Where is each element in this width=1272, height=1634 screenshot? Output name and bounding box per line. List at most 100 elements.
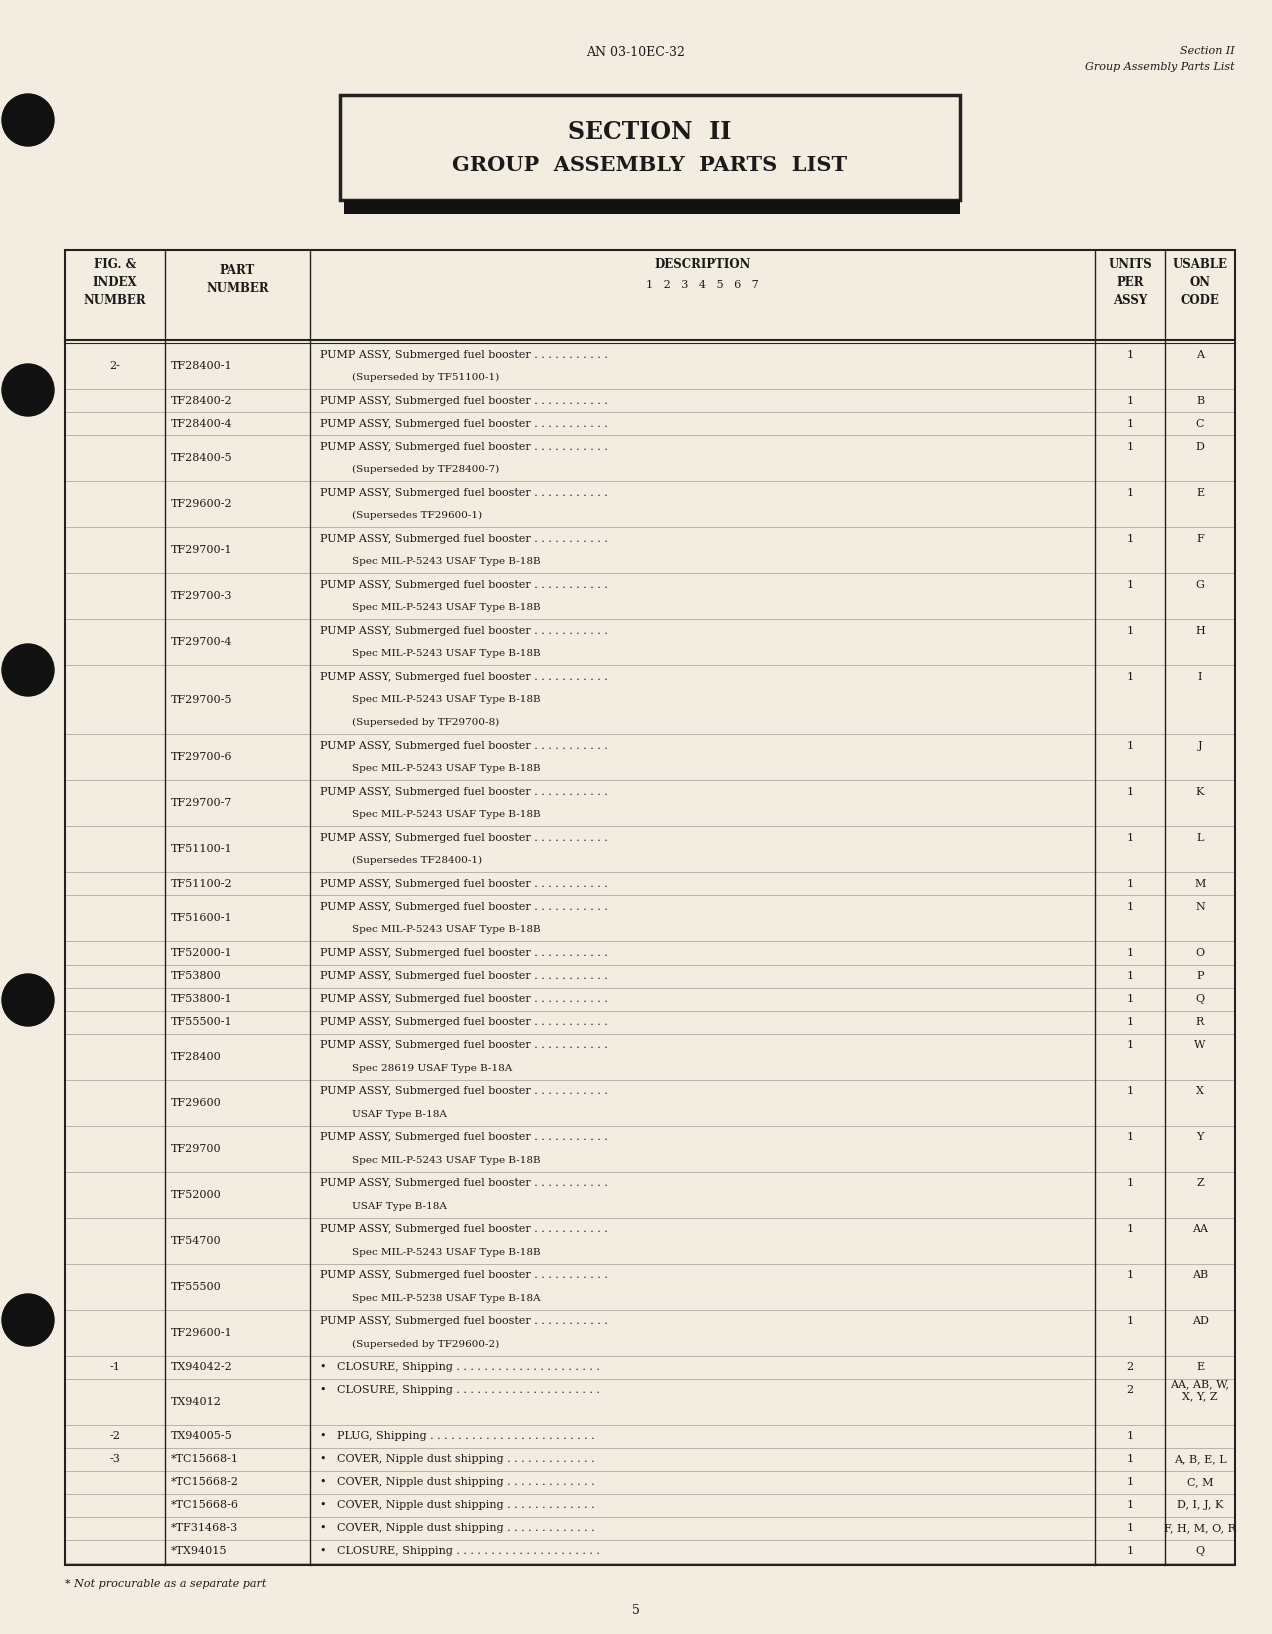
Text: 1: 1 [1127, 441, 1133, 451]
Text: Section II: Section II [1180, 46, 1235, 56]
Text: J: J [1198, 740, 1202, 752]
Text: PART
NUMBER: PART NUMBER [206, 265, 268, 296]
Text: G: G [1196, 580, 1205, 590]
Text: *TC15668-2: *TC15668-2 [170, 1477, 239, 1487]
Text: 1: 1 [1127, 1546, 1133, 1557]
Text: •   COVER, Nipple dust shipping . . . . . . . . . . . . .: • COVER, Nipple dust shipping . . . . . … [321, 1500, 594, 1510]
Text: W: W [1194, 1041, 1206, 1051]
Text: SECTION  II: SECTION II [569, 119, 731, 144]
Text: PUMP ASSY, Submerged fuel booster . . . . . . . . . . .: PUMP ASSY, Submerged fuel booster . . . … [321, 740, 608, 752]
Text: TF29700-5: TF29700-5 [170, 694, 233, 704]
Text: PUMP ASSY, Submerged fuel booster . . . . . . . . . . .: PUMP ASSY, Submerged fuel booster . . . … [321, 879, 608, 889]
Text: 1: 1 [1127, 580, 1133, 590]
Text: Spec MIL-P-5243 USAF Type B-18B: Spec MIL-P-5243 USAF Type B-18B [352, 765, 541, 773]
Text: Z: Z [1196, 1178, 1203, 1188]
Text: PUMP ASSY, Submerged fuel booster . . . . . . . . . . .: PUMP ASSY, Submerged fuel booster . . . … [321, 1224, 608, 1234]
Text: PUMP ASSY, Submerged fuel booster . . . . . . . . . . .: PUMP ASSY, Submerged fuel booster . . . … [321, 350, 608, 359]
Text: 1: 1 [1127, 395, 1133, 405]
Text: PUMP ASSY, Submerged fuel booster . . . . . . . . . . .: PUMP ASSY, Submerged fuel booster . . . … [321, 672, 608, 681]
Text: Spec MIL-P-5243 USAF Type B-18B: Spec MIL-P-5243 USAF Type B-18B [352, 1155, 541, 1165]
Text: TF29600: TF29600 [170, 1098, 221, 1108]
Text: K: K [1196, 788, 1205, 797]
Text: AB: AB [1192, 1270, 1208, 1281]
Text: TF29700-6: TF29700-6 [170, 752, 233, 763]
Text: PUMP ASSY, Submerged fuel booster . . . . . . . . . . .: PUMP ASSY, Submerged fuel booster . . . … [321, 395, 608, 405]
Text: Spec MIL-P-5238 USAF Type B-18A: Spec MIL-P-5238 USAF Type B-18A [352, 1294, 541, 1302]
Text: A: A [1196, 350, 1205, 359]
Text: Spec 28619 USAF Type B-18A: Spec 28619 USAF Type B-18A [352, 1064, 513, 1072]
Text: TF29700-7: TF29700-7 [170, 799, 233, 809]
Text: PUMP ASSY, Submerged fuel booster . . . . . . . . . . .: PUMP ASSY, Submerged fuel booster . . . … [321, 788, 608, 797]
Text: DESCRIPTION: DESCRIPTION [654, 258, 750, 271]
Text: PUMP ASSY, Submerged fuel booster . . . . . . . . . . .: PUMP ASSY, Submerged fuel booster . . . … [321, 580, 608, 590]
Text: F: F [1196, 534, 1203, 544]
Text: Q: Q [1196, 1546, 1205, 1557]
Text: 1: 1 [1127, 1270, 1133, 1281]
Text: TF53800-1: TF53800-1 [170, 993, 233, 1003]
Bar [65, 250, 1235, 1565]
Text: GROUP  ASSEMBLY  PARTS  LIST: GROUP ASSEMBLY PARTS LIST [453, 155, 847, 175]
Text: N: N [1196, 902, 1205, 912]
Text: 1: 1 [1127, 833, 1133, 843]
Text: •   COVER, Nipple dust shipping . . . . . . . . . . . . .: • COVER, Nipple dust shipping . . . . . … [321, 1523, 594, 1533]
Text: TF53800: TF53800 [170, 971, 221, 980]
Text: 1: 1 [1127, 788, 1133, 797]
Text: D: D [1196, 441, 1205, 451]
Text: E: E [1196, 487, 1205, 498]
Text: 1: 1 [1127, 534, 1133, 544]
Text: Spec MIL-P-5243 USAF Type B-18B: Spec MIL-P-5243 USAF Type B-18B [352, 925, 541, 935]
Text: C, M: C, M [1187, 1477, 1213, 1487]
Text: P: P [1196, 971, 1203, 980]
Text: PUMP ASSY, Submerged fuel booster . . . . . . . . . . .: PUMP ASSY, Submerged fuel booster . . . … [321, 902, 608, 912]
Text: Spec MIL-P-5243 USAF Type B-18B: Spec MIL-P-5243 USAF Type B-18B [352, 649, 541, 659]
Text: 1: 1 [1127, 1523, 1133, 1533]
Text: D, I, J, K: D, I, J, K [1177, 1500, 1224, 1510]
Text: TF29700-1: TF29700-1 [170, 546, 233, 556]
Text: -3: -3 [109, 1454, 121, 1464]
Text: TX94042-2: TX94042-2 [170, 1363, 233, 1373]
Text: TF28400: TF28400 [170, 1052, 221, 1062]
Text: PUMP ASSY, Submerged fuel booster . . . . . . . . . . .: PUMP ASSY, Submerged fuel booster . . . … [321, 1178, 608, 1188]
Text: 1: 1 [1127, 1132, 1133, 1142]
Text: •   COVER, Nipple dust shipping . . . . . . . . . . . . .: • COVER, Nipple dust shipping . . . . . … [321, 1454, 594, 1464]
Text: AA: AA [1192, 1224, 1208, 1234]
Text: Spec MIL-P-5243 USAF Type B-18B: Spec MIL-P-5243 USAF Type B-18B [352, 696, 541, 704]
Bar [340, 95, 960, 199]
Text: (Superseded by TF29600-2): (Superseded by TF29600-2) [352, 1340, 499, 1350]
Text: 1: 1 [1127, 1454, 1133, 1464]
Text: TF54700: TF54700 [170, 1235, 221, 1245]
Text: A, B, E, L: A, B, E, L [1174, 1454, 1226, 1464]
Text: 1: 1 [1127, 993, 1133, 1003]
Text: TF28400-4: TF28400-4 [170, 418, 233, 428]
Text: 1: 1 [1127, 350, 1133, 359]
Text: PUMP ASSY, Submerged fuel booster . . . . . . . . . . .: PUMP ASSY, Submerged fuel booster . . . … [321, 1270, 608, 1281]
Text: AA, AB, W,
X, Y, Z: AA, AB, W, X, Y, Z [1170, 1379, 1230, 1402]
Text: USAF Type B-18A: USAF Type B-18A [352, 1109, 446, 1119]
Text: Spec MIL-P-5243 USAF Type B-18B: Spec MIL-P-5243 USAF Type B-18B [352, 557, 541, 565]
Text: Spec MIL-P-5243 USAF Type B-18B: Spec MIL-P-5243 USAF Type B-18B [352, 810, 541, 819]
Text: TF55500-1: TF55500-1 [170, 1016, 233, 1028]
Text: 1   2   3   4   5   6   7: 1 2 3 4 5 6 7 [646, 279, 759, 289]
Text: 1: 1 [1127, 1178, 1133, 1188]
Text: UNITS
PER
ASSY: UNITS PER ASSY [1108, 258, 1152, 307]
Text: O: O [1196, 948, 1205, 958]
Text: TF29700: TF29700 [170, 1144, 221, 1154]
Text: B: B [1196, 395, 1205, 405]
Text: TF29600-2: TF29600-2 [170, 498, 233, 510]
Text: 1: 1 [1127, 1087, 1133, 1096]
Text: •   CLOSURE, Shipping . . . . . . . . . . . . . . . . . . . . .: • CLOSURE, Shipping . . . . . . . . . . … [321, 1363, 600, 1373]
Text: 1: 1 [1127, 1041, 1133, 1051]
Text: Spec MIL-P-5243 USAF Type B-18B: Spec MIL-P-5243 USAF Type B-18B [352, 1248, 541, 1257]
Text: L: L [1196, 833, 1203, 843]
Text: 1: 1 [1127, 971, 1133, 980]
Text: AD: AD [1192, 1317, 1208, 1327]
Text: PUMP ASSY, Submerged fuel booster . . . . . . . . . . .: PUMP ASSY, Submerged fuel booster . . . … [321, 993, 608, 1003]
Text: H: H [1196, 626, 1205, 636]
Circle shape [3, 95, 53, 145]
Text: PUMP ASSY, Submerged fuel booster . . . . . . . . . . .: PUMP ASSY, Submerged fuel booster . . . … [321, 1016, 608, 1028]
Text: 1: 1 [1127, 740, 1133, 752]
Text: 1: 1 [1127, 879, 1133, 889]
Text: TF51100-2: TF51100-2 [170, 879, 233, 889]
Text: TF52000-1: TF52000-1 [170, 948, 233, 958]
Text: TF28400-1: TF28400-1 [170, 361, 233, 371]
